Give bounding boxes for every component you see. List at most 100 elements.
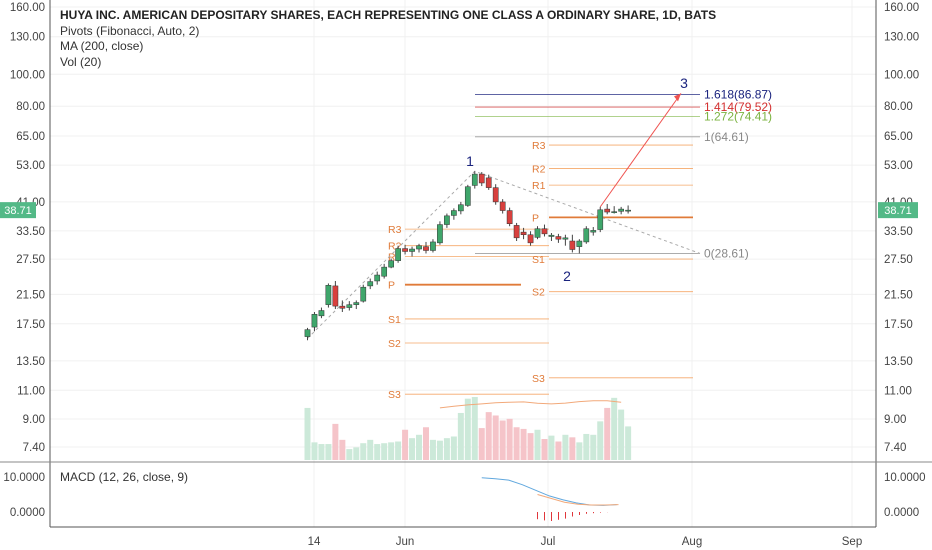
volume-bar <box>485 412 492 460</box>
volume-bar <box>520 428 527 460</box>
pivot-label-s2: S2 <box>532 287 545 299</box>
y-tick-label-left: 53.00 <box>16 160 45 172</box>
volume-bar <box>513 427 520 460</box>
y-tick-label-right: 33.50 <box>884 226 913 238</box>
volume-bar <box>562 434 569 460</box>
x-tick-label: Aug <box>682 536 702 548</box>
y-tick-label-left: 80.00 <box>16 101 45 113</box>
candle-body <box>492 187 499 203</box>
y-tick-label-left: 130.00 <box>10 32 45 44</box>
volume-bar <box>402 429 409 460</box>
pivot-label-p: P <box>388 280 395 292</box>
pivot-label-s3: S3 <box>532 373 545 385</box>
candle-body <box>388 260 394 268</box>
candle-body <box>451 210 457 216</box>
volume-bar <box>353 447 360 460</box>
candle-body <box>304 329 311 337</box>
pivot-label-r1: R1 <box>532 180 546 192</box>
candle-body <box>395 248 401 261</box>
candle-body <box>437 224 443 244</box>
volume-bar <box>395 441 402 460</box>
pivot-label-s1: S1 <box>388 314 401 326</box>
y-tick-label-right: 17.50 <box>884 319 913 331</box>
candle-body <box>346 304 353 308</box>
candle-body <box>576 240 583 247</box>
volume-bar <box>618 409 625 460</box>
candle-body <box>367 281 374 287</box>
fib-level-label: 1(64.61) <box>704 130 749 144</box>
volume-bar <box>436 440 443 460</box>
candle-body <box>353 302 360 305</box>
candle-body <box>555 236 562 240</box>
chart-title: HUYA INC. AMERICAN DEPOSITARY SHARES, EA… <box>60 8 717 22</box>
volume-bar <box>611 397 618 460</box>
candle-body <box>416 245 422 250</box>
fib-level-label: 1.414(79.52) <box>704 100 772 114</box>
volume-bar <box>478 428 485 460</box>
macd-tick-label-left: 10.0000 <box>3 472 45 484</box>
y-tick-label-right: 7.40 <box>884 442 906 454</box>
candle-body <box>520 231 527 235</box>
fib-level-label: 0(28.61) <box>704 246 749 260</box>
indicator-ma[interactable]: MA (200, close) <box>60 39 144 53</box>
volume-bar <box>443 438 450 460</box>
candle-body <box>332 285 339 307</box>
candle-body <box>562 237 569 240</box>
candle-body <box>611 211 618 213</box>
y-tick-label-left: 17.50 <box>16 319 45 331</box>
candle-body <box>430 241 436 251</box>
volume-bar <box>416 434 423 460</box>
candle-body <box>374 274 381 282</box>
volume-bar <box>499 420 506 460</box>
volume-bar <box>346 449 353 460</box>
volume-bar <box>576 442 583 460</box>
x-tick-label: Jun <box>396 536 415 548</box>
last-price-label-left: 38.71 <box>4 205 32 217</box>
indicator-pivots[interactable]: Pivots (Fibonacci, Auto, 2) <box>60 23 200 38</box>
y-tick-label-left: 9.00 <box>23 414 45 426</box>
volume-bar <box>506 418 513 460</box>
volume-bar <box>541 439 548 460</box>
wave-label: 3 <box>680 75 688 91</box>
volume-bar <box>339 439 346 460</box>
y-tick-label-right: 160.00 <box>884 2 919 14</box>
candle-body <box>597 209 604 230</box>
pivot-label-r2: R2 <box>532 163 546 175</box>
candle-body <box>478 173 485 184</box>
wave-connector <box>307 170 701 339</box>
candle-body <box>360 286 367 302</box>
candle-body <box>381 266 388 277</box>
macd-signal-line <box>537 494 619 506</box>
volume-bar <box>492 415 499 460</box>
candle-body <box>499 201 506 211</box>
y-tick-label-right: 21.50 <box>884 289 913 301</box>
y-tick-label-right: 11.00 <box>884 385 912 397</box>
macd-legend[interactable]: MACD (12, 26, close, 9) <box>60 470 189 484</box>
volume-bar <box>590 434 597 460</box>
last-price-badge-left <box>0 202 36 219</box>
volume-bar <box>464 398 471 460</box>
candle-body <box>618 208 624 212</box>
wave-label: 1 <box>466 153 474 169</box>
x-tick-label: Sep <box>842 536 862 548</box>
x-tick-label: Jul <box>541 536 556 548</box>
y-tick-label-right: 27.50 <box>884 254 913 266</box>
indicator-vol[interactable]: Vol (20) <box>60 54 102 69</box>
macd-line <box>481 477 617 506</box>
volume-bar <box>534 429 541 460</box>
pivot-label-s2: S2 <box>388 338 401 350</box>
volume-bar <box>388 442 395 460</box>
candle-body <box>541 228 548 235</box>
volume-bar <box>527 433 534 460</box>
wave-label: 2 <box>563 268 571 284</box>
pivot-label-p: P <box>532 212 539 224</box>
candle-body <box>527 234 534 244</box>
y-tick-label-left: 21.50 <box>16 289 45 301</box>
y-tick-label-left: 100.00 <box>10 69 45 81</box>
y-tick-label-left: 13.50 <box>16 356 45 368</box>
volume-bar <box>422 427 429 460</box>
candle-body <box>506 210 513 224</box>
candle-body <box>423 246 429 251</box>
y-tick-label-left: 33.50 <box>16 226 45 238</box>
